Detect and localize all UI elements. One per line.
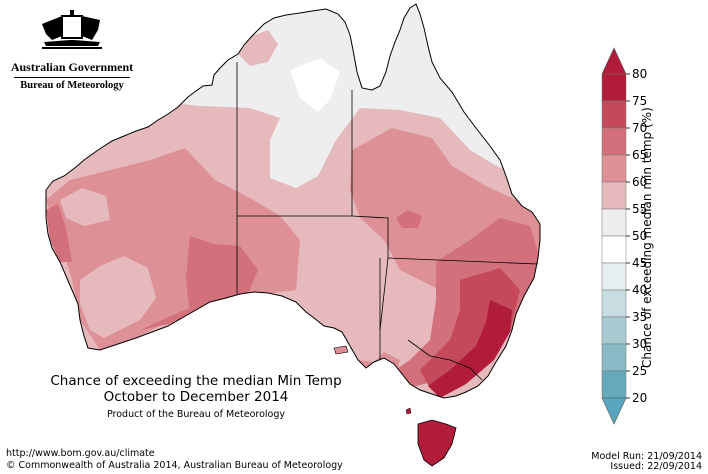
legend-tick-label: 65 xyxy=(632,148,647,162)
australia-map xyxy=(45,3,541,467)
org-name: Australian Government xyxy=(10,60,134,74)
legend-tick-label: 35 xyxy=(632,310,647,324)
org-subname: Bureau of Meteorology xyxy=(20,80,124,91)
divider xyxy=(14,77,130,78)
legend-tick-label: 70 xyxy=(632,121,647,135)
legend-top-arrow xyxy=(601,47,627,75)
legend-tick-label: 30 xyxy=(632,337,647,351)
map-period: October to December 2014 xyxy=(103,389,289,405)
legend-tick-label: 45 xyxy=(632,256,647,270)
legend-band xyxy=(601,370,627,399)
legend-bottom-arrow xyxy=(601,397,627,425)
legend-band xyxy=(601,289,627,318)
legend-band xyxy=(601,343,627,372)
legend-colorbar: 80 75 70 65 60 55 50 45 40 35 30 25 20 xyxy=(601,47,647,425)
legend-tick-label: 75 xyxy=(632,94,647,108)
issued-date: Issued: 22/09/2014 xyxy=(610,461,702,472)
legend-band xyxy=(601,262,627,291)
model-run: Model Run: 21/09/2014 xyxy=(591,451,702,462)
legend-band xyxy=(601,154,627,183)
legend-tick-label: 80 xyxy=(632,67,647,81)
legend-tick-label: 25 xyxy=(632,364,647,378)
copyright: © Commonwealth of Australia 2014, Austra… xyxy=(6,460,343,471)
legend-title: Chance of exceeding median min temp (%) xyxy=(640,107,654,368)
legend-band xyxy=(601,181,627,210)
legend-band xyxy=(601,73,627,102)
legend-band xyxy=(601,100,627,129)
legend-tick-label: 55 xyxy=(632,202,647,216)
legend-tick-label: 50 xyxy=(632,229,647,243)
legend-tick-label: 60 xyxy=(632,175,647,189)
legend-band xyxy=(601,208,627,237)
map-title: Chance of exceeding the median Min Temp xyxy=(50,373,342,389)
legend-band xyxy=(601,235,627,264)
legend-tick-label: 40 xyxy=(632,283,647,297)
bom-logo: Australian Government Bureau of Meteorol… xyxy=(8,10,136,94)
legend-band xyxy=(601,316,627,345)
product-note: Product of the Bureau of Meteorology xyxy=(106,409,286,420)
legend-tick-label: 20 xyxy=(632,391,647,405)
source-url[interactable]: http://www.bom.gov.au/climate xyxy=(6,448,155,459)
legend-band xyxy=(601,127,627,156)
coat-of-arms-icon xyxy=(42,10,102,49)
